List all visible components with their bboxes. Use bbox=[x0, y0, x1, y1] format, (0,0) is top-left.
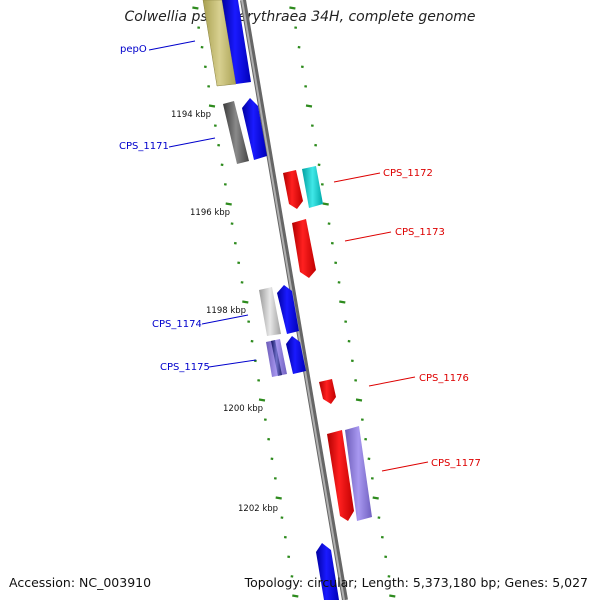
outer-tick-mark bbox=[372, 496, 379, 500]
gene-cps1176[interactable] bbox=[319, 379, 336, 404]
tick-label-1196: 1196 kbp bbox=[190, 208, 230, 218]
gene-label-cps1173[interactable]: CPS_1173 bbox=[395, 227, 445, 238]
gene-cps1173[interactable] bbox=[292, 219, 316, 278]
gene-label-cps1171[interactable]: CPS_1171 bbox=[119, 141, 169, 152]
inner-tick-mark bbox=[258, 398, 266, 402]
inner-tick-mark bbox=[208, 104, 216, 108]
inner-tick-mark bbox=[225, 202, 232, 206]
tick-label-1200: 1200 kbp bbox=[223, 404, 263, 414]
reverse-leader-lines bbox=[333, 172, 429, 472]
inner-tick-mark bbox=[292, 594, 299, 598]
gene-label-cps1175[interactable]: CPS_1175 bbox=[160, 362, 210, 373]
tick-label-1198: 1198 kbp bbox=[206, 306, 246, 316]
outer-tick-mark bbox=[322, 202, 329, 206]
gene-cps1171[interactable] bbox=[242, 98, 267, 160]
inner-tick-mark bbox=[275, 496, 282, 500]
genome-summary-text: Topology: circular; Length: 5,373,180 bp… bbox=[244, 575, 588, 590]
tick-label-1202: 1202 kbp bbox=[238, 504, 278, 514]
gene-cps1174-neighbor[interactable] bbox=[259, 287, 281, 336]
outer-tick-mark bbox=[305, 104, 313, 108]
gene-label-cps1174[interactable]: CPS_1174 bbox=[152, 319, 202, 330]
outer-tick-mark bbox=[355, 398, 363, 402]
outer-tick-mark bbox=[389, 594, 396, 598]
gene-label-cps1176[interactable]: CPS_1176 bbox=[419, 373, 469, 384]
tick-label-1194: 1194 kbp bbox=[171, 110, 211, 120]
gene-cps1177-neighbor[interactable] bbox=[345, 426, 372, 521]
gene-label-cps1172[interactable]: CPS_1172 bbox=[383, 168, 433, 179]
outer-tick-marks bbox=[289, 6, 396, 598]
forward-leader-lines bbox=[148, 40, 257, 368]
gene-cps1171-neighbor[interactable] bbox=[223, 101, 249, 164]
accession-text: Accession: NC_003910 bbox=[9, 575, 152, 590]
gene-label-pepO[interactable]: pepO bbox=[120, 44, 147, 55]
outer-tick-mark bbox=[339, 300, 346, 304]
gene-label-cps1177[interactable]: CPS_1177 bbox=[431, 458, 481, 469]
gene-cps1175[interactable] bbox=[286, 336, 306, 374]
gene-cps1174[interactable] bbox=[277, 285, 299, 334]
inner-tick-mark bbox=[242, 300, 249, 304]
gene-bottom-forward[interactable] bbox=[316, 543, 339, 600]
gene-cps1172-neighbor[interactable] bbox=[302, 166, 323, 208]
gene-cps1177[interactable] bbox=[327, 430, 354, 521]
outer-tick-mark bbox=[289, 6, 296, 10]
inner-tick-mark bbox=[192, 6, 199, 10]
gene-cps1175-neighbor[interactable] bbox=[266, 339, 287, 377]
gene-pepO[interactable] bbox=[222, 0, 251, 84]
inner-tick-marks bbox=[192, 6, 299, 598]
gene-cps1172[interactable] bbox=[283, 170, 303, 209]
